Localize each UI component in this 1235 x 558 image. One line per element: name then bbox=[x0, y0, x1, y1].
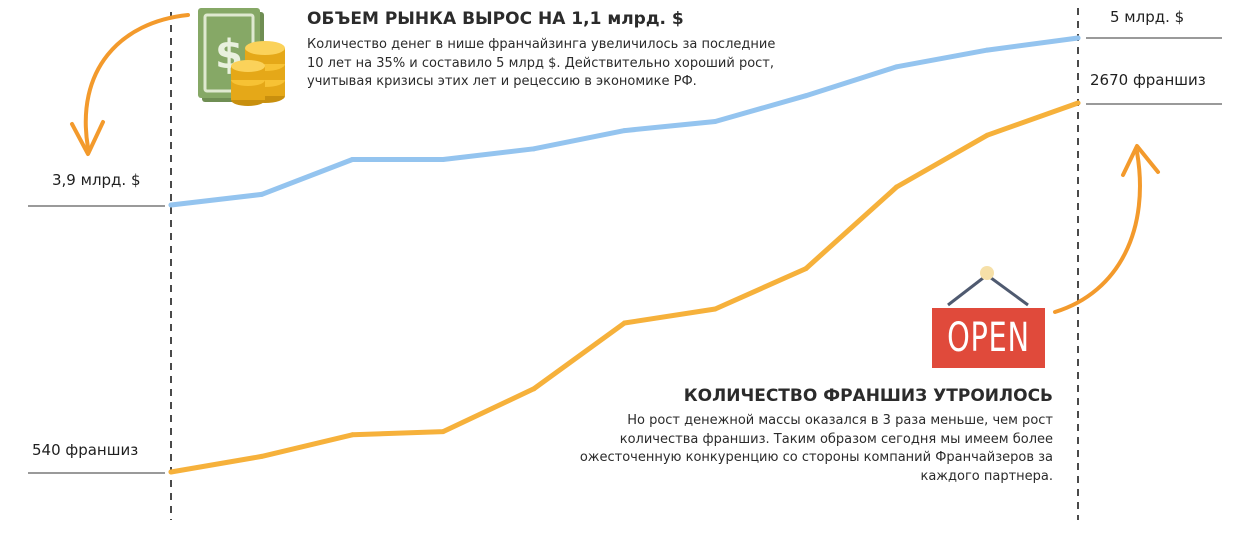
market-point-1 bbox=[259, 191, 265, 197]
franchise-point-5 bbox=[622, 320, 627, 326]
franchise-point-7 bbox=[803, 266, 809, 272]
end-marker-market bbox=[1086, 37, 1222, 39]
market-point-3 bbox=[440, 156, 446, 162]
franchise-point-2 bbox=[349, 432, 355, 438]
franchise-point-3 bbox=[440, 429, 446, 435]
start-marker-franchise bbox=[28, 472, 165, 474]
market-point-2 bbox=[349, 156, 355, 162]
market-point-10 bbox=[1075, 35, 1081, 41]
franchise-point-10 bbox=[1075, 100, 1081, 106]
open-sign-text: OPEN bbox=[947, 315, 1030, 361]
franchise-point-6 bbox=[712, 306, 718, 312]
market-point-0 bbox=[168, 202, 174, 208]
market-growth-title: ОБЪЕМ РЫНКА ВЫРОС НА 1,1 млрд. $ bbox=[307, 9, 684, 29]
end-marker-franchise bbox=[1086, 103, 1222, 105]
start-marker-market bbox=[28, 205, 165, 207]
open-sign-icon: OPEN bbox=[932, 308, 1045, 368]
franchise-growth-text: Но рост денежной массы оказался в 3 раза… bbox=[579, 413, 1053, 484]
market-point-7 bbox=[803, 93, 809, 99]
right-arrow-icon bbox=[1053, 144, 1160, 314]
open-sign-hanger bbox=[947, 266, 1029, 307]
end-value-label-market: 5 млрд. $ bbox=[1110, 8, 1185, 26]
franchise-point-0 bbox=[168, 469, 174, 475]
end-value-label-franchise: 2670 франшиз bbox=[1090, 71, 1206, 89]
market-point-4 bbox=[531, 146, 537, 152]
market-point-8 bbox=[894, 64, 900, 70]
market-growth-text: Количество денег в нише франчайзинга уве… bbox=[307, 37, 776, 89]
start-value-label-market: 3,9 млрд. $ bbox=[52, 171, 141, 189]
left-arrow-icon bbox=[70, 13, 190, 156]
money-coins-icon: $ bbox=[198, 8, 285, 106]
franchise-point-9 bbox=[984, 132, 990, 138]
start-value-label-franchise: 540 франшиз bbox=[32, 441, 139, 459]
franchise-point-1 bbox=[259, 453, 265, 459]
market-point-5 bbox=[622, 128, 627, 134]
franchise-point-4 bbox=[531, 386, 537, 392]
market-point-6 bbox=[712, 119, 718, 124]
market-point-9 bbox=[984, 47, 990, 53]
franchise-point-8 bbox=[894, 184, 900, 190]
franchise-growth-title: КОЛИЧЕСТВО ФРАНШИЗ УТРОИЛОСЬ bbox=[683, 386, 1053, 406]
